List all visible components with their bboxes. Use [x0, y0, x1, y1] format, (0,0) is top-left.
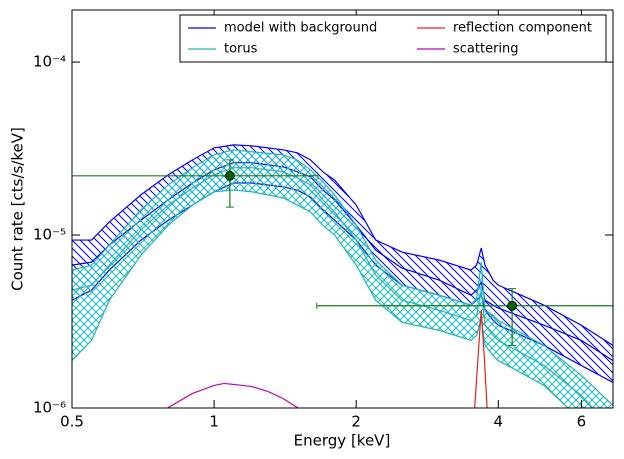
y-axis-label: Count rate [cts/s/keV]: [9, 127, 27, 291]
band: [72, 144, 613, 383]
legend-label: model with background: [224, 21, 377, 36]
plot-frame: [71, 9, 614, 409]
y-tick-label: 10⁻⁶: [33, 399, 66, 417]
band: [72, 149, 613, 408]
data-point: [224, 170, 235, 181]
x-tick-label: 4: [494, 413, 504, 431]
band-edge: [72, 144, 613, 346]
legend-label: reflection component: [453, 21, 592, 36]
band-edge: [72, 149, 613, 406]
line: [72, 167, 594, 408]
y-tick-label: 10⁻⁴: [33, 53, 66, 71]
x-tick-label: 6: [577, 413, 587, 431]
x-tick-label: 2: [351, 413, 361, 431]
plot-area: [72, 144, 613, 408]
legend-label: scattering: [453, 42, 519, 57]
y-tick-label: 10⁻⁵: [33, 226, 66, 244]
line: [166, 382, 299, 408]
legend-label: torus: [224, 42, 258, 57]
x-tick-label: 0.5: [60, 413, 84, 431]
x-axis-label: Energy [keV]: [294, 432, 391, 450]
band-edge: [72, 189, 569, 408]
legend: [179, 14, 607, 63]
data-point: [507, 300, 518, 311]
x-tick-label: 1: [209, 413, 219, 431]
line: [474, 310, 488, 408]
